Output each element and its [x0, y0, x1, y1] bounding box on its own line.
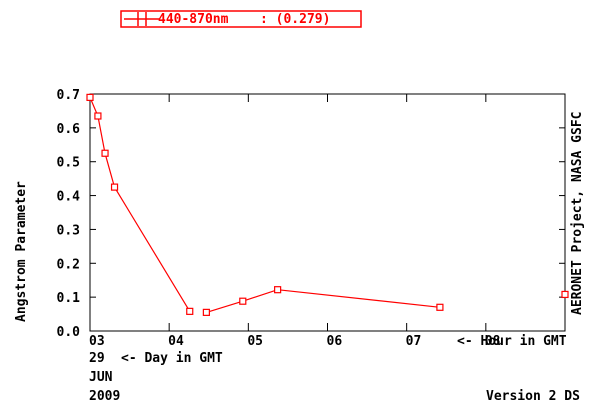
data-point: [561, 290, 569, 299]
y-tick-label: 0.7: [57, 88, 80, 103]
x-tick-label: 08: [485, 334, 501, 349]
data-point: [202, 308, 210, 316]
y-tick-label: 0.3: [57, 223, 80, 238]
y-tick-label: 0.2: [57, 257, 80, 272]
legend-value: : (0.279): [260, 12, 330, 27]
y-tick-label: 0.1: [57, 291, 81, 306]
x-tick-label: 05: [247, 334, 263, 349]
x-axis-note: <- Hour in GMT: [457, 334, 567, 349]
data-point: [86, 93, 94, 101]
y-axis: 0.0 0.1 0.2 0.3 0.4 0.5 0.6 0.7: [57, 88, 565, 340]
year-label: 2009: [89, 389, 120, 404]
y-tick-label: 0.0: [57, 325, 81, 340]
day-label: 29: [89, 351, 105, 366]
y-tick-label: 0.4: [57, 190, 81, 205]
data-point: [186, 307, 194, 315]
series-line: [206, 289, 440, 313]
x-tick-label: 03: [89, 334, 105, 349]
legend-label: 440-870nm: [158, 12, 229, 27]
month-label: JUN: [89, 370, 113, 385]
legend-box: [120, 10, 362, 28]
legend: 440-870nm : (0.279): [120, 10, 362, 28]
series-points: [86, 93, 569, 316]
data-point: [436, 303, 444, 311]
day-note: <- Day in GMT: [121, 351, 223, 366]
series-line: [89, 97, 191, 312]
data-point: [94, 112, 102, 120]
y-tick-label: 0.5: [57, 156, 80, 171]
y-tick-label: 0.6: [57, 122, 81, 137]
right-credit-label: AERONET Project, NASA GSFC: [570, 112, 585, 316]
x-tick-label: 07: [406, 334, 422, 349]
data-point: [239, 297, 247, 305]
data-point: [110, 183, 119, 191]
y-axis-label: Angstrom Parameter: [14, 181, 29, 322]
x-tick-label: 06: [327, 334, 343, 349]
data-point: [101, 149, 109, 157]
version-label: Version 2 DS: [486, 389, 580, 404]
data-point: [274, 286, 282, 294]
x-tick-label: 04: [168, 334, 184, 349]
series-lines: [89, 97, 440, 313]
